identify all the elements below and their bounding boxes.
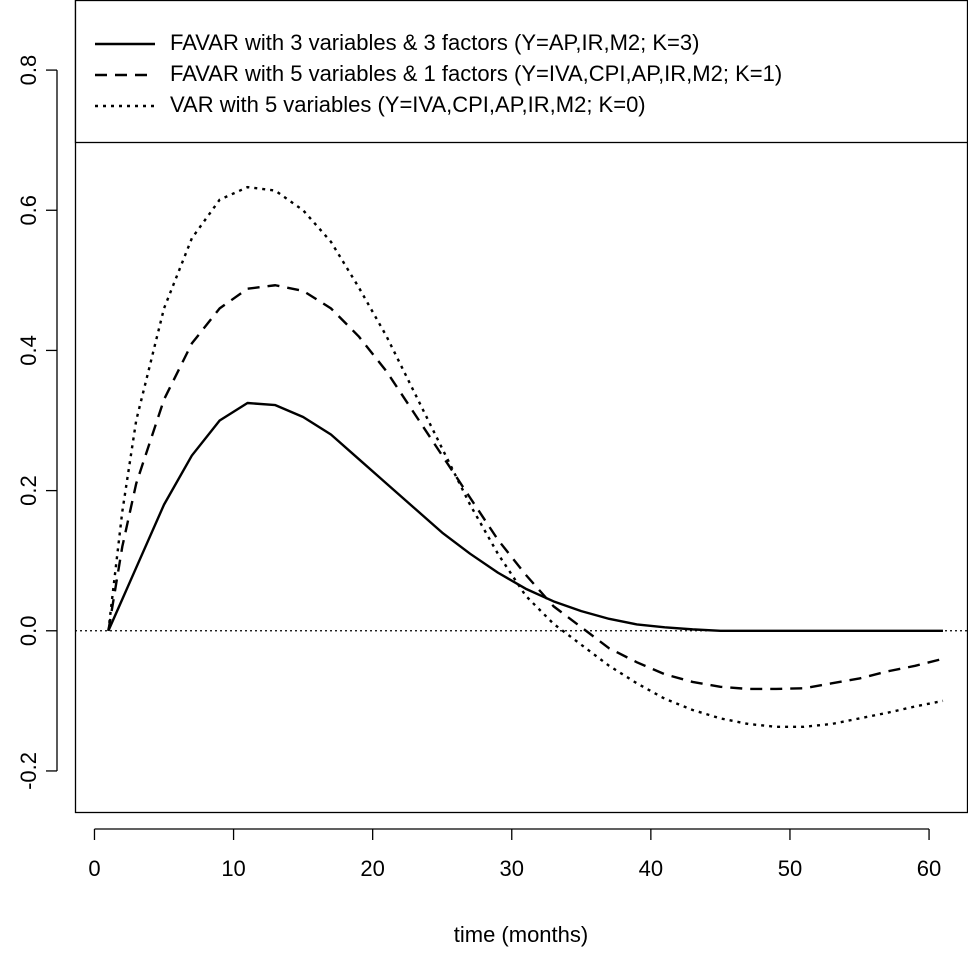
series-line (107, 185, 944, 728)
y-tick-label: 0.0 (16, 615, 41, 646)
x-axis-label: time (months) (454, 922, 588, 947)
series-line (107, 401, 943, 632)
x-tick-label: 40 (639, 856, 663, 881)
legend-label: FAVAR with 5 variables & 1 factors (Y=IV… (170, 61, 782, 86)
x-tick-label: 20 (360, 856, 384, 881)
x-tick-label: 60 (917, 856, 941, 881)
series-line (107, 284, 944, 691)
legend-label: VAR with 5 variables (Y=IVA,CPI,AP,IR,M2… (170, 92, 646, 117)
y-tick-label: 0.8 (16, 55, 41, 86)
x-tick-label: 50 (778, 856, 802, 881)
legend-box (74, 0, 968, 144)
y-tick-label: 0.2 (16, 475, 41, 506)
legend-label: FAVAR with 3 variables & 3 factors (Y=AP… (170, 30, 699, 55)
legend: FAVAR with 3 variables & 3 factors (Y=AP… (74, 0, 968, 144)
y-tick-label: 0.4 (16, 335, 41, 366)
y-tick-label: -0.2 (16, 752, 41, 790)
x-tick-label: 30 (500, 856, 524, 881)
y-tick-label: 0.6 (16, 195, 41, 226)
x-tick-label: 10 (221, 856, 245, 881)
x-tick-label: 0 (88, 856, 100, 881)
